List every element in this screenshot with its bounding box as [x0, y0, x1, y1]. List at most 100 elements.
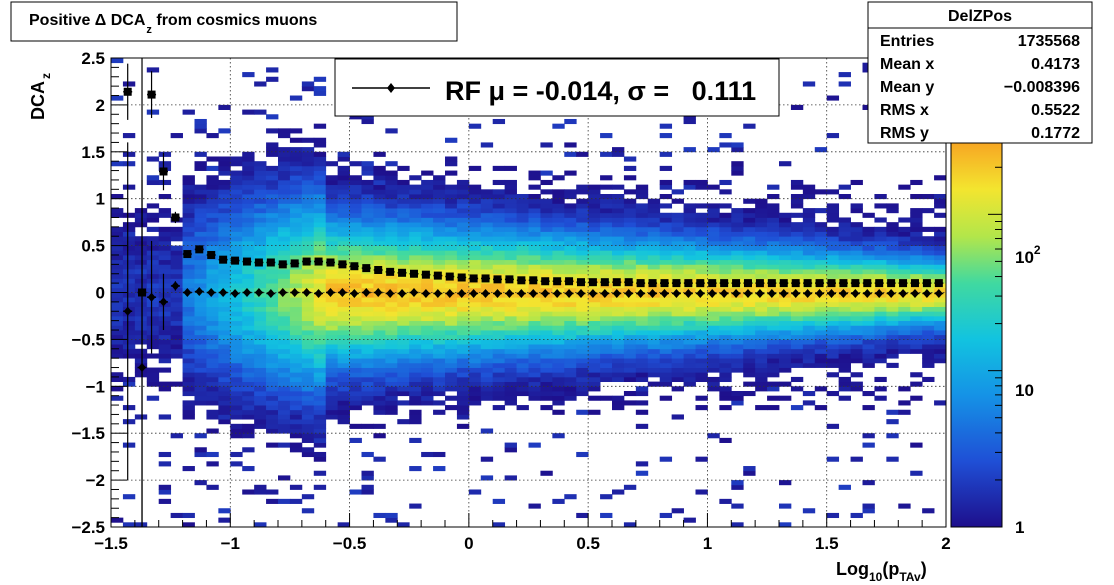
heatmap-cell — [731, 217, 744, 223]
heatmap-cell — [528, 330, 541, 336]
heatmap-cell — [612, 151, 625, 157]
heatmap-cell — [242, 226, 255, 232]
heatmap-cell — [111, 236, 124, 242]
heatmap-cell — [313, 236, 327, 242]
heatmap-cell — [325, 325, 339, 331]
data-point-square — [278, 260, 287, 269]
heatmap-cell — [325, 198, 339, 204]
heatmap-cell — [779, 231, 792, 237]
heatmap-cell — [289, 194, 303, 200]
heatmap-cell — [146, 301, 160, 307]
heatmap-cell — [337, 325, 350, 331]
heatmap-cell — [600, 259, 613, 265]
data-point-diamond — [672, 288, 681, 298]
heatmap-cell — [313, 395, 327, 401]
data-point-diamond — [732, 288, 741, 298]
heatmap-cell — [289, 147, 303, 153]
heatmap-cell — [671, 189, 684, 195]
heatmap-cell — [480, 194, 494, 200]
x-tick-label: −1 — [221, 534, 240, 553]
heatmap-cell — [289, 283, 303, 289]
heatmap-cell — [683, 254, 696, 261]
heatmap-cell — [170, 236, 183, 242]
heatmap-cell — [874, 245, 887, 251]
heatmap-cell — [301, 278, 315, 284]
heatmap-cell — [146, 311, 160, 317]
heatmap-cell — [313, 254, 327, 261]
heatmap-cell — [111, 58, 124, 64]
heatmap-cell — [349, 250, 362, 256]
heatmap-cell — [480, 386, 494, 392]
heatmap-cell — [719, 142, 732, 148]
heatmap-cell — [313, 330, 327, 336]
heatmap-cell — [349, 179, 362, 186]
heatmap-cell — [588, 250, 601, 256]
heatmap-cell — [707, 240, 720, 246]
heatmap-cell — [707, 376, 720, 383]
heatmap-cell — [301, 325, 315, 331]
heatmap-cell — [445, 283, 458, 289]
heatmap-cell — [540, 170, 553, 176]
heatmap-cell — [564, 222, 577, 228]
heatmap-cell — [540, 273, 553, 279]
stats-value: 0.4173 — [1031, 56, 1080, 73]
heatmap-cell — [289, 189, 303, 195]
heatmap-cell — [743, 273, 756, 279]
heatmap-cell — [623, 367, 637, 373]
heatmap-cell — [528, 344, 541, 350]
heatmap-cell — [337, 175, 350, 181]
data-point-diamond — [219, 288, 228, 297]
stats-label: RMS y — [880, 125, 929, 142]
heatmap-cell — [289, 400, 303, 406]
heatmap-cell — [719, 189, 732, 195]
heatmap-cell — [433, 330, 446, 336]
heatmap-cell — [301, 254, 315, 261]
heatmap-cell — [134, 306, 148, 312]
heatmap-cell — [456, 334, 470, 340]
heatmap-cell — [492, 320, 506, 326]
heatmap-cell — [313, 222, 327, 228]
heatmap-cell — [409, 278, 422, 284]
heatmap-cell — [468, 315, 482, 322]
heatmap-cell — [468, 226, 482, 232]
heatmap-cell — [802, 212, 816, 218]
heatmap-cell — [385, 240, 398, 246]
heatmap-cell — [755, 198, 768, 204]
heatmap-cell — [707, 311, 720, 317]
heatmap-cell — [445, 231, 458, 237]
heatmap-cell — [707, 315, 720, 322]
heatmap-cell — [504, 245, 517, 251]
heatmap-cell — [731, 250, 744, 256]
heatmap-cell — [480, 259, 494, 265]
heatmap-cell — [182, 217, 195, 223]
heatmap-cell — [564, 301, 577, 307]
heatmap-cell — [528, 320, 541, 326]
heatmap-cell — [790, 184, 804, 190]
heatmap-cell — [516, 362, 529, 368]
heatmap-cell — [504, 353, 517, 359]
heatmap-cell — [492, 330, 506, 336]
heatmap-cell — [576, 254, 589, 261]
heatmap-cell — [659, 306, 673, 312]
heatmap-cell — [313, 320, 327, 326]
heatmap-cell — [301, 217, 315, 223]
heatmap-cell — [206, 184, 219, 190]
data-point-square — [421, 270, 430, 279]
heatmap-cell — [623, 301, 637, 307]
heatmap-cell — [170, 301, 183, 307]
heatmap-cell — [802, 362, 816, 368]
heatmap-cell — [445, 339, 458, 345]
heatmap-cell — [492, 301, 506, 307]
heatmap-cell — [409, 240, 422, 246]
heatmap-cell — [218, 348, 231, 354]
data-point-square — [219, 255, 228, 264]
heatmap-cell — [898, 330, 911, 336]
heatmap-cell — [122, 269, 136, 275]
heatmap-cell — [349, 330, 362, 336]
heatmap-cell — [814, 339, 828, 345]
heatmap-cell — [552, 226, 565, 232]
heatmap-cell — [492, 194, 506, 200]
y-tick-label: −1.5 — [71, 424, 105, 443]
heatmap-cell — [385, 320, 398, 326]
heatmap-cell — [683, 264, 696, 270]
